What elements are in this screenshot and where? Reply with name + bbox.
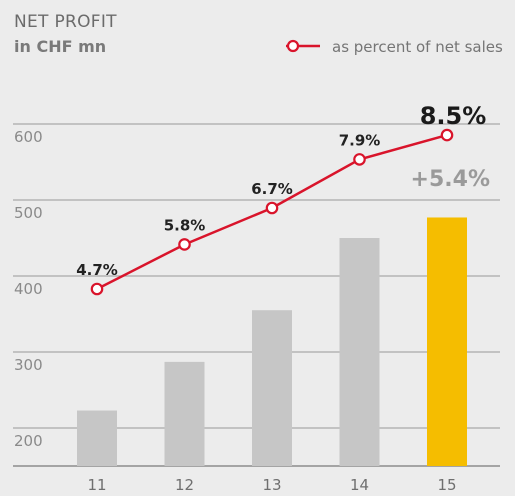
x-tick-label: 15: [437, 476, 456, 494]
legend-marker-swatch: [286, 39, 300, 53]
data-label: 6.7%: [251, 180, 293, 198]
line-layer: [90, 128, 454, 296]
data-label: 8.5%: [420, 102, 487, 130]
line-point-13: [265, 201, 279, 215]
y-tick-label: 400: [14, 280, 43, 298]
line-point-11: [90, 282, 104, 296]
bar-11: [77, 410, 117, 466]
x-tick-label: 13: [262, 476, 281, 494]
bar-12: [164, 361, 205, 466]
y-tick-label: 500: [14, 204, 43, 222]
line-point-14: [353, 153, 366, 166]
growth-label: +5.4%: [411, 167, 490, 192]
data-label: 7.9%: [339, 131, 381, 149]
data-label: 5.8%: [164, 216, 206, 234]
line-point-15: [440, 128, 454, 142]
bar-13: [252, 310, 292, 466]
legend: as percent of net sales: [286, 38, 503, 56]
y-tick-label: 200: [14, 432, 43, 450]
x-tick-label: 12: [175, 476, 194, 494]
x-tick-label: 14: [350, 476, 369, 494]
y-tick-label: 300: [14, 356, 43, 374]
chart-title: NET PROFIT: [14, 12, 117, 32]
label-layer: 200 300 400 500 600 11 12 13 14 15 4.7% 5.8% 6.7% 7.9…: [14, 102, 486, 494]
line-point-12: [178, 238, 191, 251]
bar-15: [427, 217, 467, 466]
chart-subtitle: in CHF mn: [14, 37, 106, 56]
legend-label: as percent of net sales: [332, 38, 503, 56]
bar-14: [339, 238, 380, 466]
y-tick-label: 600: [14, 128, 43, 146]
x-tick-label: 11: [87, 476, 106, 494]
bar-layer: [77, 217, 467, 466]
data-label: 4.7%: [76, 261, 118, 279]
